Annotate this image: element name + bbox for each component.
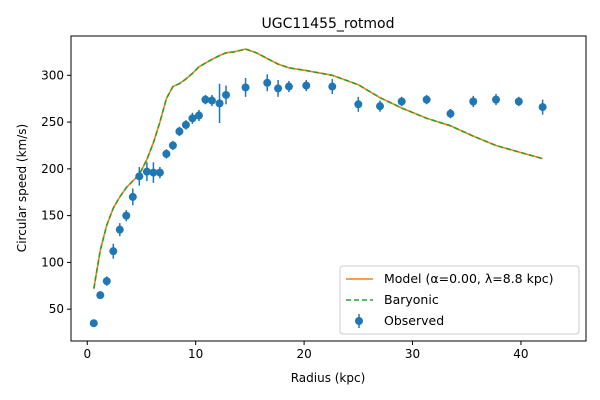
y-axis: 50 100 150 200 250 300 bbox=[41, 68, 71, 316]
y-tick-label: 200 bbox=[41, 162, 64, 176]
observed-point bbox=[109, 247, 118, 256]
observed-point bbox=[207, 96, 216, 105]
observed-point bbox=[397, 97, 406, 106]
observed-point bbox=[142, 167, 151, 176]
observed-point bbox=[469, 97, 478, 106]
legend-box bbox=[339, 265, 580, 335]
x-axis-label: Radius (kpc) bbox=[291, 371, 366, 385]
observed-point bbox=[89, 319, 98, 328]
observed-point bbox=[222, 90, 231, 99]
observed-point bbox=[514, 97, 523, 106]
observed-point bbox=[328, 82, 337, 91]
observed-point bbox=[201, 95, 210, 104]
observed-point bbox=[284, 82, 293, 91]
legend-observed-marker bbox=[355, 317, 363, 325]
y-tick-label: 250 bbox=[41, 115, 64, 129]
observed-point bbox=[168, 141, 177, 150]
observed-point bbox=[241, 83, 250, 92]
legend-label: Observed bbox=[384, 313, 444, 328]
observed-point bbox=[263, 78, 272, 87]
x-tick-label: 0 bbox=[83, 347, 91, 361]
observed-point bbox=[274, 84, 283, 93]
legend-label: Baryonic bbox=[384, 292, 439, 307]
y-axis-label: Circular speed (km/s) bbox=[15, 124, 29, 252]
observed-point bbox=[188, 114, 197, 123]
observed-point bbox=[175, 127, 184, 136]
observed-point bbox=[162, 149, 171, 158]
observed-point bbox=[376, 102, 384, 111]
observed-point bbox=[128, 192, 137, 201]
x-tick-label: 40 bbox=[513, 347, 528, 361]
observed-point bbox=[538, 103, 547, 112]
plot-area bbox=[89, 48, 547, 328]
y-tick-label: 300 bbox=[41, 68, 64, 82]
observed-point bbox=[302, 81, 311, 90]
legend-label: Model (α=0.00, λ=8.8 kpc) bbox=[384, 271, 554, 286]
observed-point bbox=[155, 168, 164, 177]
y-tick-label: 50 bbox=[49, 302, 64, 316]
x-tick-label: 10 bbox=[188, 347, 203, 361]
chart-title: UGC11455_rotmod bbox=[262, 16, 395, 32]
observed-point bbox=[492, 95, 501, 104]
observed-point bbox=[102, 277, 111, 286]
observed-point bbox=[354, 100, 363, 109]
x-tick-label: 20 bbox=[296, 347, 311, 361]
observed-point bbox=[181, 120, 190, 129]
baryonic-line bbox=[93, 48, 543, 289]
observed-point bbox=[149, 168, 158, 177]
y-tick-label: 150 bbox=[41, 209, 64, 223]
observed-point bbox=[422, 95, 431, 104]
plot-frame bbox=[70, 35, 587, 342]
x-axis: 0 10 20 30 40 bbox=[83, 341, 529, 361]
observed-point bbox=[96, 291, 105, 300]
observed-point bbox=[135, 172, 144, 181]
y-tick-label: 100 bbox=[41, 255, 64, 269]
x-tick-label: 30 bbox=[405, 347, 420, 361]
observed-point bbox=[215, 99, 224, 108]
observed-point bbox=[194, 111, 203, 120]
legend: Model (α=0.00, λ=8.8 kpc) Baryonic Observe… bbox=[339, 265, 580, 335]
observed-point bbox=[446, 109, 455, 118]
observed-point bbox=[115, 225, 124, 234]
observed-point bbox=[122, 211, 131, 220]
